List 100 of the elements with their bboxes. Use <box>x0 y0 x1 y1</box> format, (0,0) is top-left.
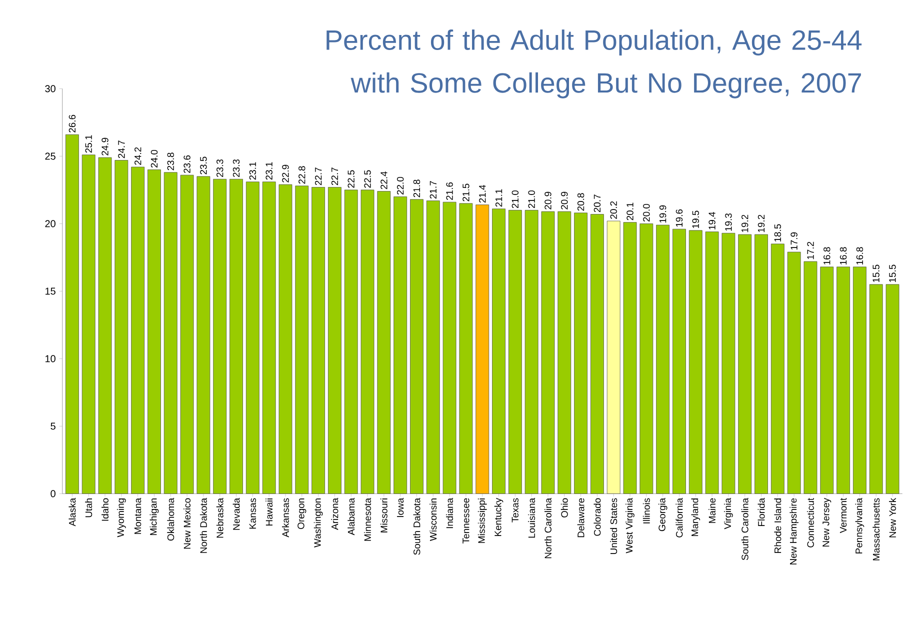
y-tick-label: 0 <box>50 490 56 498</box>
x-tick-label: South Carolina <box>741 498 748 560</box>
bar <box>541 211 555 494</box>
bar <box>606 220 620 494</box>
data-label: 21.8 <box>413 180 420 198</box>
x-tick-label: Florida <box>758 498 765 526</box>
data-label: 23.1 <box>249 162 256 180</box>
data-label: 24.7 <box>118 140 125 158</box>
bar <box>705 232 719 494</box>
bar <box>476 204 490 494</box>
data-label: 16.8 <box>856 247 864 264</box>
x-tick-label: Nevada <box>232 498 240 530</box>
x-tick-label: Maryland <box>691 498 700 536</box>
data-label: 23.6 <box>184 155 190 173</box>
x-tick-label: Connecticut <box>807 498 814 548</box>
bar <box>852 266 866 494</box>
x-tick-label: Nebraska <box>216 498 224 538</box>
x-tick-label: Colorado <box>594 498 601 536</box>
x-tick-label: Tennessee <box>462 498 470 544</box>
data-label: 22.9 <box>282 164 289 182</box>
data-label: 21.0 <box>512 190 519 208</box>
x-tick-label: California <box>676 498 683 538</box>
bar <box>230 178 243 494</box>
x-tick-label: North Carolina <box>544 498 552 558</box>
bar <box>377 191 391 494</box>
x-tick-label: Oklahoma <box>167 498 174 541</box>
x-tick-label: Wisconsin <box>430 498 437 541</box>
bar <box>196 176 210 494</box>
data-label: 26.6 <box>68 114 76 132</box>
bar <box>524 210 538 494</box>
x-tick-label: Mississippi <box>478 498 487 543</box>
x-tick-label: Idaho <box>102 498 108 521</box>
data-label: 19.4 <box>708 212 716 230</box>
y-tick-label: 15 <box>46 288 56 295</box>
bar <box>459 203 473 494</box>
y-tick-label: 30 <box>45 85 56 92</box>
bar <box>164 172 178 494</box>
bar <box>820 266 834 494</box>
x-tick-label: Kentucky <box>494 498 504 536</box>
bar <box>246 182 260 494</box>
bar <box>131 166 145 494</box>
data-label: 23.8 <box>167 152 174 170</box>
data-label: 20.8 <box>577 193 584 211</box>
data-label: 23.5 <box>200 156 207 174</box>
data-label: 16.8 <box>840 247 847 264</box>
bar <box>640 223 654 494</box>
x-tick-label: New York <box>889 498 896 538</box>
data-label: 22.5 <box>348 170 354 188</box>
bar <box>65 134 79 494</box>
x-tick-label: Vermont <box>840 498 847 534</box>
x-tick-label: Ohio <box>560 498 568 518</box>
bar <box>410 199 424 494</box>
data-label: 22.4 <box>380 171 388 190</box>
bar <box>869 284 883 494</box>
bar <box>295 186 309 494</box>
bar <box>623 222 637 494</box>
bar <box>886 284 900 494</box>
bar <box>508 210 522 494</box>
x-tick-label: Louisiana <box>528 498 536 538</box>
bar <box>574 212 588 494</box>
bar <box>672 228 686 494</box>
data-label: 15.5 <box>889 264 896 282</box>
data-label: 22.8 <box>298 166 306 184</box>
bar <box>492 208 506 494</box>
data-label: 22.5 <box>364 170 371 188</box>
bar <box>836 266 850 494</box>
y-tick-label: 5 <box>50 422 56 430</box>
bar <box>787 252 801 494</box>
bar <box>360 190 374 494</box>
data-label: 16.8 <box>824 247 830 264</box>
data-label: 20.7 <box>594 194 601 212</box>
x-tick-label: Texas <box>512 498 518 522</box>
x-tick-label: Oregon <box>298 498 306 529</box>
x-tick-label: Missouri <box>380 498 388 532</box>
data-label: 18.5 <box>774 224 782 242</box>
data-label: 25.1 <box>85 135 92 153</box>
x-tick-label: Iowa <box>397 498 404 517</box>
x-tick-label: West Virginia <box>626 498 634 554</box>
x-tick-label: Virginia <box>724 498 733 530</box>
x-tick-label: North Dakota <box>200 498 207 553</box>
data-label: 17.9 <box>790 232 798 250</box>
data-label: 24.0 <box>150 150 158 168</box>
x-tick-label: Maine <box>708 498 716 523</box>
data-label: 21.4 <box>479 184 486 203</box>
x-tick-label: Pennsylvania <box>855 498 864 554</box>
data-label: 23.1 <box>266 162 272 180</box>
x-tick-label: Georgia <box>658 498 668 532</box>
data-label: 24.2 <box>134 147 142 165</box>
x-tick-label: South Dakota <box>413 498 420 555</box>
y-tick-label: 20 <box>45 220 56 228</box>
bar <box>770 244 784 494</box>
data-label: 19.6 <box>676 209 683 227</box>
bar <box>590 214 604 494</box>
bar <box>114 160 128 494</box>
bar <box>656 224 670 494</box>
data-label: 22.7 <box>314 168 322 186</box>
data-label: 20.9 <box>561 192 568 210</box>
x-tick-label: Wyoming <box>117 498 126 538</box>
bar <box>262 182 276 494</box>
bar <box>328 187 342 494</box>
